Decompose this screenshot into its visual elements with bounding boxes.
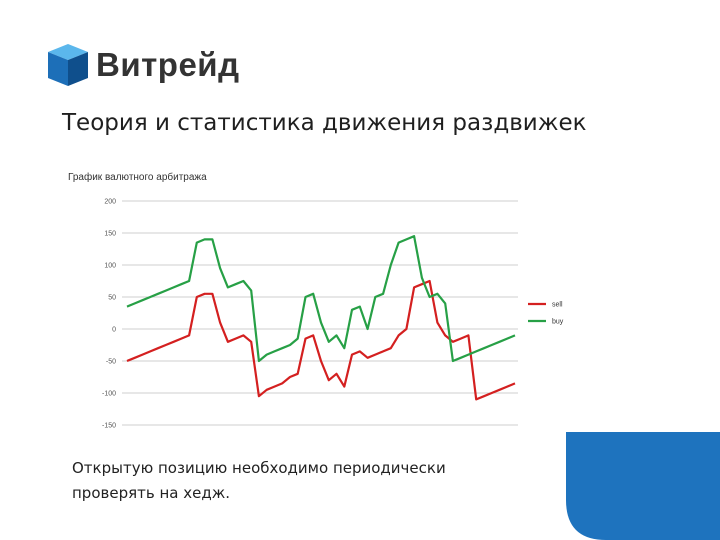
series-line-buy: [126, 235, 516, 363]
legend-label-buy: buy: [552, 319, 564, 326]
caption: Открытую позицию необходимо периодически…: [72, 456, 512, 506]
y-tick-label: -100: [102, 391, 116, 398]
y-tick-label: -50: [106, 359, 116, 366]
y-tick-label: 200: [104, 199, 116, 206]
cube-logo-icon: [48, 44, 88, 86]
chart-series: [126, 235, 516, 401]
decorative-blue-corner: [566, 432, 720, 540]
y-tick-label: 0: [112, 327, 116, 334]
caption-line-1: Открытую позицию необходимо периодически: [72, 459, 446, 477]
y-axis-tick-labels: 200 150 100 50 0 -50 -100 -150: [102, 199, 116, 430]
chart-title: График валютного арбитража: [68, 172, 207, 183]
logo-text: Витрейд: [96, 46, 240, 83]
y-tick-label: 150: [104, 231, 116, 238]
series-line-sell: [126, 279, 516, 401]
legend-label-sell: sell: [552, 302, 563, 309]
logo: Витрейд: [44, 42, 240, 88]
chart-legend: sell buy: [528, 302, 564, 326]
y-tick-label: 100: [104, 263, 116, 270]
y-tick-label: -150: [102, 423, 116, 430]
y-tick-label: 50: [108, 295, 116, 302]
slide-title: Теория и статистика движения раздвижек: [62, 110, 587, 136]
chart-gridlines: [122, 200, 518, 426]
caption-line-2: проверять на хедж.: [72, 484, 230, 502]
